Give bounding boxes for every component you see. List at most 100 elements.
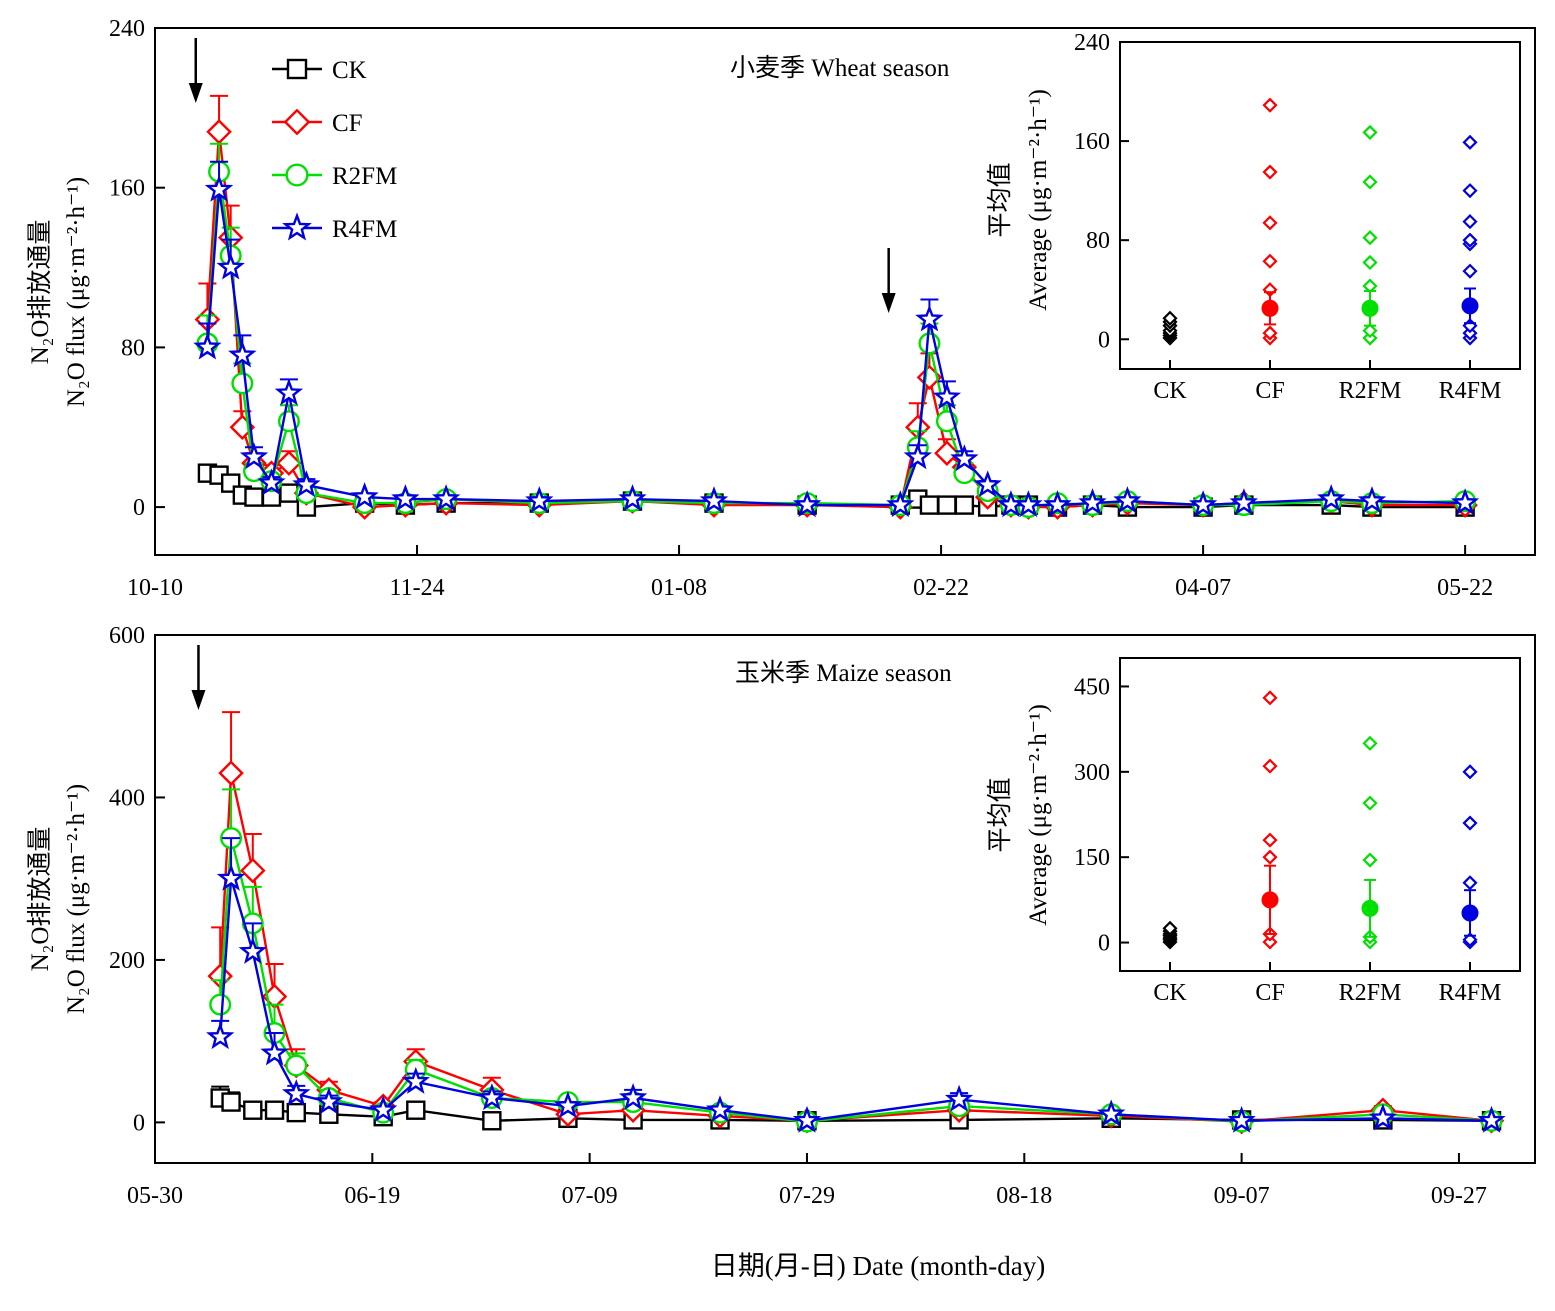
inset-x-tick-label: CF xyxy=(1255,980,1284,1006)
data-point xyxy=(705,1095,735,1123)
wheat-panel: 小麦季 Wheat season N₂O排放通量 N₂O flux (μg·m⁻… xyxy=(26,16,1536,601)
inset-point xyxy=(1462,214,1478,230)
inset-y-tick-label: 240 xyxy=(1074,30,1110,56)
inset-x-tick-label: CF xyxy=(1255,378,1284,404)
data-point xyxy=(314,1087,344,1115)
data-point xyxy=(618,484,647,512)
x-tick-label: 08-18 xyxy=(996,1183,1052,1209)
maize-plot-frame xyxy=(154,634,1536,1164)
maize-panel: 玉米季 Maize season N₂O排放通量 N₂O flux (μg·m⁻… xyxy=(26,623,1536,1209)
legend-label: CK xyxy=(332,57,367,84)
fertilization-arrow-head xyxy=(188,83,203,103)
y-tick-label: 160 xyxy=(109,176,145,202)
data-point xyxy=(244,487,264,507)
legend-label: R2FM xyxy=(332,163,397,190)
maize-inset-y-label-en: Average (μg·m⁻²·h⁻¹) xyxy=(1025,704,1052,926)
data-point xyxy=(257,468,286,496)
inset-group-r2fm xyxy=(1361,124,1379,346)
inset-point xyxy=(1462,134,1478,150)
maize-x-axis: 05-30 06-19 07-09 07-29 08-18 09-07 09-27 xyxy=(127,1153,1487,1209)
wheat-series xyxy=(193,94,1480,520)
data-point xyxy=(699,486,729,514)
legend-label: CF xyxy=(332,110,363,137)
data-point xyxy=(1368,1103,1398,1131)
inset-point xyxy=(1262,690,1278,706)
data-point xyxy=(482,1111,502,1131)
data-point xyxy=(231,372,254,395)
x-axis-title: 日期(月-日) Date (month-day) xyxy=(711,1251,1045,1281)
inset-point xyxy=(1462,232,1478,248)
series-ck xyxy=(197,463,1475,517)
data-point xyxy=(792,490,822,518)
x-tick-label: 07-09 xyxy=(562,1183,618,1209)
data-point xyxy=(1097,1099,1126,1127)
data-point xyxy=(903,442,932,470)
inset-y-tick-label: 0 xyxy=(1098,931,1110,957)
legend-marker xyxy=(285,163,309,187)
x-tick-label: 07-29 xyxy=(779,1183,835,1209)
data-point xyxy=(209,993,232,1016)
maize-inset-frame xyxy=(1119,657,1521,972)
fertilization-arrow-head xyxy=(191,690,206,710)
data-point xyxy=(553,1091,583,1119)
data-point xyxy=(350,482,379,510)
maize-inset-y-label-cn: 平均值 xyxy=(986,777,1014,852)
inset-y-tick-label: 0 xyxy=(1098,327,1110,353)
inset-y-tick-label: 80 xyxy=(1086,228,1110,254)
data-point xyxy=(204,174,234,202)
data-point xyxy=(886,490,915,518)
legend-item-cf: CF xyxy=(272,108,363,137)
y-tick-label: 80 xyxy=(121,335,145,361)
maize-season-title: 玉米季 Maize season xyxy=(735,659,952,687)
inset-point xyxy=(1362,254,1378,271)
inset-group-cf xyxy=(1261,97,1279,346)
inset-point xyxy=(1162,310,1178,326)
inset-y-tick-label: 450 xyxy=(1074,674,1110,700)
wheat-inset-frame xyxy=(1119,41,1521,370)
data-point xyxy=(431,484,461,512)
data-point xyxy=(1227,1105,1256,1133)
maize-y-axis: 0 200 400 600 xyxy=(109,623,165,1136)
maize-y-label-en: N₂O flux (μg·m⁻²·h⁻¹) xyxy=(63,784,90,1014)
inset-point xyxy=(1362,735,1378,751)
inset-y-tick-label: 160 xyxy=(1074,129,1110,155)
inset-point xyxy=(1362,795,1378,811)
inset-mean-point xyxy=(1461,904,1479,922)
data-point xyxy=(401,1066,430,1094)
inset-mean-point xyxy=(1261,299,1279,317)
inset-x-tick-label: R2FM xyxy=(1339,378,1402,404)
data-point xyxy=(919,495,940,515)
x-tick-label: 05-22 xyxy=(1437,575,1493,601)
maize-series xyxy=(206,711,1506,1135)
data-point xyxy=(369,1095,398,1123)
data-point xyxy=(934,440,960,466)
inset-point xyxy=(1162,920,1178,936)
data-point xyxy=(216,252,245,280)
data-point xyxy=(1229,488,1259,516)
inset-point xyxy=(1262,253,1278,269)
data-point xyxy=(1357,486,1387,514)
legend: CK CF R2FM R4FM xyxy=(272,57,397,243)
x-tick-label: 04-07 xyxy=(1175,575,1231,601)
inset-point xyxy=(1262,164,1278,180)
inset-mean-point xyxy=(1361,899,1379,917)
inset-y-tick-label: 150 xyxy=(1074,845,1110,871)
data-point xyxy=(292,470,321,498)
inset-point xyxy=(1362,323,1378,339)
legend-item-ck: CK xyxy=(272,57,367,84)
data-point xyxy=(932,382,962,410)
data-point xyxy=(264,1100,285,1120)
data-point xyxy=(1188,490,1218,518)
y-tick-label: 400 xyxy=(109,785,145,811)
data-point xyxy=(285,1054,308,1077)
x-tick-label: 09-07 xyxy=(1214,1183,1270,1209)
inset-point xyxy=(1462,764,1478,780)
data-point xyxy=(915,304,944,332)
data-point xyxy=(618,1083,648,1111)
inset-x-tick-label: R2FM xyxy=(1339,980,1402,1006)
wheat-fertilization-arrows xyxy=(188,38,896,313)
data-point xyxy=(206,1022,235,1050)
inset-group-cf xyxy=(1261,690,1279,950)
data-point xyxy=(1477,1105,1506,1133)
data-point xyxy=(228,340,257,368)
